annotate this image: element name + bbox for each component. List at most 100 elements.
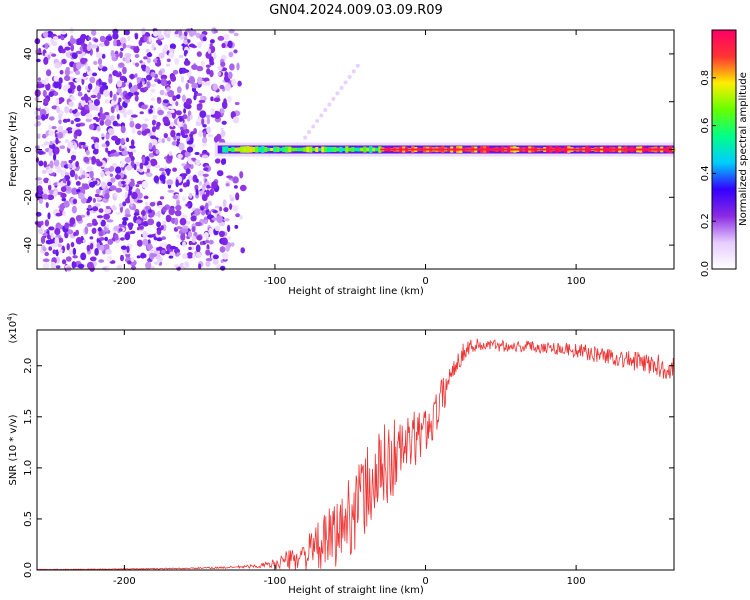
spectrogram-cell: [66, 243, 70, 251]
spectrogram-cell: [169, 43, 176, 50]
spectrogram-cell: [64, 46, 71, 51]
spectrogram-cell: [53, 75, 59, 82]
spectrogram-cell: [203, 232, 209, 238]
spectrogram-cell: [67, 88, 73, 94]
signal-cell: [285, 146, 289, 153]
spectrogram-cell: [141, 156, 146, 165]
spectrogram-cell: [319, 113, 324, 118]
spectrogram-cell: [148, 35, 152, 43]
spectrogram-cell: [110, 65, 115, 71]
spectrogram-cell: [133, 91, 140, 96]
spectrogram-cell: [124, 213, 131, 218]
spectrogram-cell: [113, 39, 117, 47]
spectrogram-cell: [196, 51, 202, 57]
spectrogram-cell: [78, 192, 85, 200]
spectrogram-cell: [93, 99, 100, 106]
spectrogram-cell: [217, 35, 225, 41]
spectrogram-cell: [141, 210, 146, 216]
spectrogram-cell: [110, 177, 116, 183]
signal-cell: [234, 147, 238, 152]
spectrogram-cell: [56, 106, 60, 114]
spectrogram-cell: [119, 51, 123, 59]
spectrogram-cell: [187, 175, 193, 181]
spectrogram-cell: [116, 80, 123, 88]
spectrogram-cell: [83, 104, 89, 108]
spectrogram-cell: [145, 261, 152, 270]
spectrogram-cell: [157, 29, 162, 37]
spectrogram-cell: [156, 121, 161, 127]
spectrogram-cell: [186, 146, 194, 153]
spectrogram-cell: [214, 225, 221, 232]
spectrogram-cell: [177, 153, 183, 159]
spectrogram-cell: [315, 119, 320, 123]
spectrogram-cell: [221, 252, 229, 260]
spectrogram-cell: [42, 194, 49, 200]
spectrogram-cell: [163, 133, 168, 139]
spectrogram-cell: [185, 220, 191, 225]
spectrogram-cell: [89, 256, 97, 262]
spectrogram-cell: [335, 91, 340, 96]
spectrogram-cell: [60, 35, 65, 41]
spectrogram-cell: [104, 243, 110, 251]
spectrogram-cell: [107, 128, 115, 136]
spectrogram-cell: [136, 199, 143, 203]
spectrogram-cell: [87, 196, 93, 202]
spectrogram-cell: [61, 259, 67, 265]
spectrogram-cell: [67, 163, 73, 169]
signal-cell: [327, 146, 331, 153]
spectrogram-cell: [231, 78, 237, 86]
spectrogram-cell: [44, 97, 49, 105]
spectrogram-cell: [129, 117, 134, 122]
spectrogram-cell: [74, 173, 78, 181]
spectrogram-cell: [221, 42, 226, 49]
spectrogram-cell: [95, 51, 103, 59]
spectrogram-cell: [184, 50, 188, 55]
spectrogram-cell: [85, 113, 93, 120]
spectrogram-cell: [57, 249, 63, 253]
spectrogram-cell: [91, 29, 97, 36]
spectrogram-cell: [209, 43, 213, 48]
spectrogram-cell: [168, 255, 174, 259]
spectrogram-cell: [184, 262, 189, 267]
spectrogram-cell: [71, 52, 78, 59]
spectrogram-cell: [166, 86, 171, 92]
signal-cell: [348, 147, 352, 152]
spectrogram-cell: [127, 35, 131, 42]
signal-cell: [342, 147, 346, 152]
spectrogram-cell: [93, 60, 98, 65]
spectrogram-cell: [151, 253, 158, 258]
spectrogram-cell: [42, 263, 50, 269]
spectrogram-cell: [58, 237, 64, 243]
spectrogram-cell: [210, 107, 216, 115]
signal-cell: [324, 146, 328, 153]
spectrogram-cell: [159, 167, 165, 172]
spectrogram-cell: [176, 199, 180, 207]
spectrogram-cell: [104, 112, 110, 116]
spectrogram-cell: [109, 173, 114, 177]
spectrogram-cell: [61, 48, 66, 54]
chart-title: GN04.2024.009.03.09.R09: [269, 3, 443, 18]
spectrogram-cell: [205, 261, 211, 267]
spectrogram-cell: [144, 118, 149, 122]
spectrogram-cell: [158, 137, 162, 144]
spectrogram-cell: [143, 86, 149, 91]
spectrogram-cell: [209, 39, 215, 44]
spectrogram-cell: [201, 60, 205, 67]
spectrogram-cell: [74, 129, 81, 136]
spectrogram-cell: [149, 202, 156, 207]
spectrogram-cell: [204, 239, 210, 244]
spectrogram-cell: [86, 244, 91, 252]
spectrogram-cell: [166, 169, 171, 175]
spectrogram-cell: [158, 70, 163, 76]
signal-cell: [282, 146, 286, 153]
signal-cell: [249, 146, 253, 153]
signal-cell: [273, 146, 277, 153]
spectrogram-cell: [170, 129, 176, 138]
spectrogram-cell: [240, 247, 245, 254]
spectrogram-cell: [115, 173, 120, 180]
spectrogram-cell: [70, 154, 76, 161]
signal-cell: [294, 147, 298, 152]
signal-cell: [291, 147, 295, 152]
spectrogram-cell: [197, 105, 202, 111]
snr-y-ticks: 0.0 0.5 1.0 1.5 2.0: [23, 358, 674, 578]
